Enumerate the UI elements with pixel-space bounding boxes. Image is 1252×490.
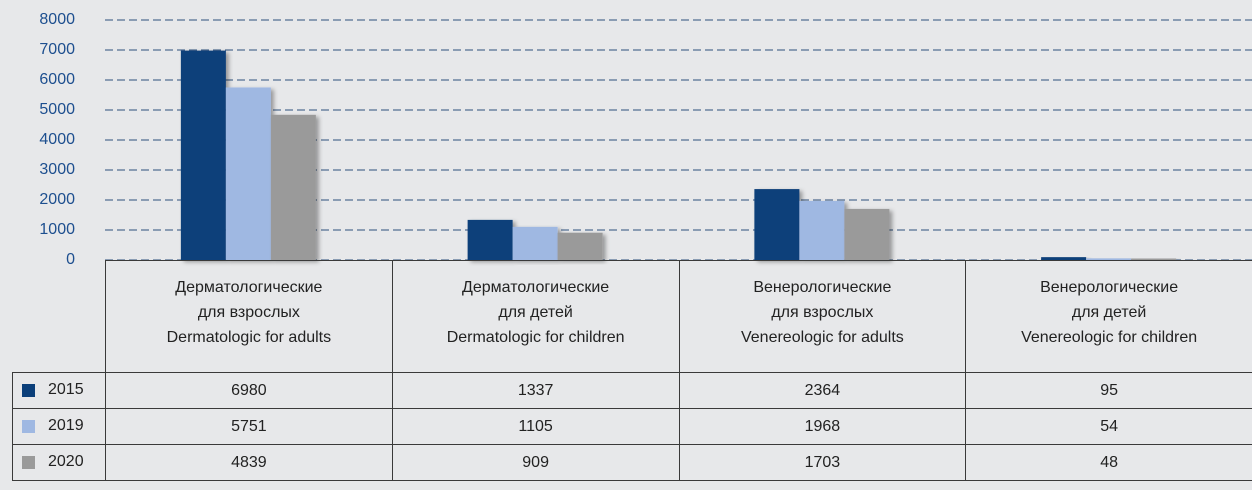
bar <box>270 114 316 260</box>
table-value: 1105 <box>391 408 680 445</box>
legend-swatch <box>22 384 35 397</box>
legend-label: 2019 <box>48 417 84 434</box>
bar <box>225 87 271 260</box>
bar <box>799 200 845 260</box>
table-value: 1337 <box>391 372 680 409</box>
bar <box>180 50 226 260</box>
bar <box>754 189 800 260</box>
legend-swatch <box>22 420 35 433</box>
y-tick-label: 0 <box>66 251 75 268</box>
table-value: 2364 <box>678 372 967 409</box>
table-value: 1968 <box>678 408 967 445</box>
y-tick-label: 3000 <box>39 161 75 178</box>
y-tick-label: 4000 <box>39 131 75 148</box>
table-value: 909 <box>391 444 680 481</box>
bar <box>1086 258 1132 260</box>
bar <box>1041 257 1087 260</box>
bar <box>467 219 513 260</box>
legend-swatch <box>22 456 35 469</box>
bar <box>557 232 603 260</box>
category-label: Дерматологические для взрослых Dermatolo… <box>105 260 393 373</box>
table-value: 4839 <box>105 444 393 481</box>
y-tick-label: 8000 <box>39 11 75 28</box>
y-tick-label: 5000 <box>39 101 75 118</box>
y-tick-label: 1000 <box>39 221 75 238</box>
category-label: Венерологические для детей Venereologic … <box>965 260 1252 373</box>
category-label: Дерматологические для детей Dermatologic… <box>391 260 680 373</box>
bar <box>1131 258 1177 260</box>
table-value: 54 <box>965 408 1252 445</box>
legend-label: 2015 <box>48 381 84 398</box>
category-label: Венерологические для взрослых Venereolog… <box>678 260 967 373</box>
table-value: 95 <box>965 372 1252 409</box>
legend-label: 2020 <box>48 453 84 470</box>
bar <box>512 226 558 260</box>
y-tick-label: 7000 <box>39 41 75 58</box>
table-value: 48 <box>965 444 1252 481</box>
table-value: 5751 <box>105 408 393 445</box>
y-tick-label: 2000 <box>39 191 75 208</box>
bar <box>844 208 890 260</box>
y-tick-label: 6000 <box>39 71 75 88</box>
table-value: 1703 <box>678 444 967 481</box>
table-value: 6980 <box>105 372 393 409</box>
